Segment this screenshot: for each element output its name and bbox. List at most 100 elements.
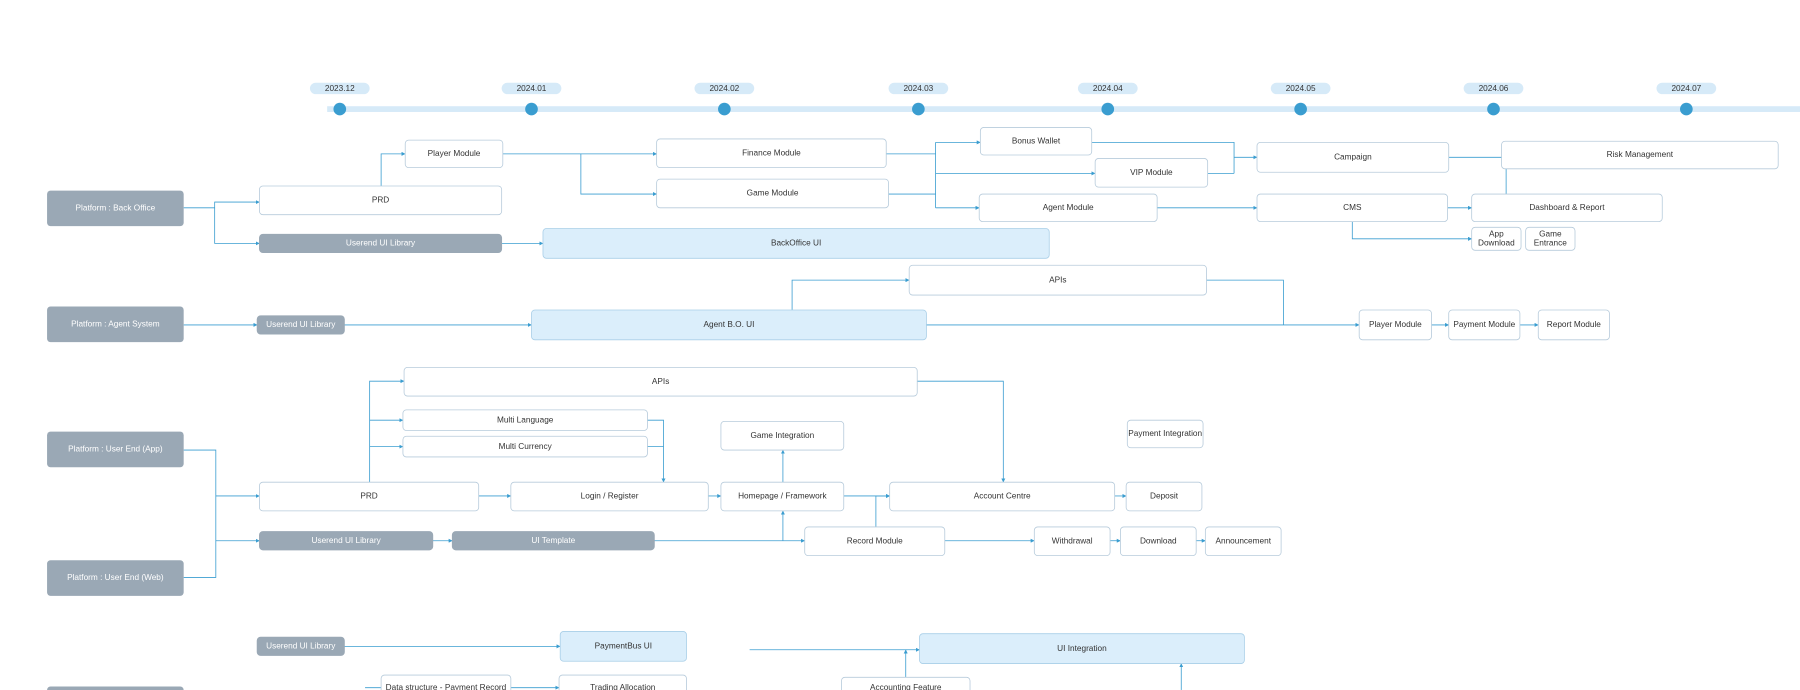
node-box (259, 481, 480, 512)
node-box (1537, 309, 1610, 341)
platform-box (47, 560, 184, 596)
node-box (889, 481, 1116, 512)
node-box (656, 138, 887, 169)
node-box (380, 674, 512, 690)
date-pill (1077, 82, 1138, 95)
node-label: Data structure - Payment Record (386, 683, 507, 690)
date-label: 2024.02 (709, 84, 739, 93)
node-box (403, 366, 918, 397)
node-box (1120, 526, 1197, 557)
node-box (259, 233, 503, 253)
node-box (259, 185, 503, 216)
node-box (1204, 526, 1282, 557)
node-label: Download (1478, 239, 1515, 248)
date-label: 2024.03 (903, 84, 933, 93)
milestone-dot (1680, 102, 1693, 116)
date-pill (309, 82, 370, 95)
date-pill (694, 82, 755, 95)
milestone-dot (1487, 102, 1500, 116)
timeline-bar (327, 106, 1800, 112)
node-label: Homepage / Framework (738, 492, 827, 501)
node-box (1256, 193, 1448, 222)
node-label: Bonus Wallet (1012, 136, 1061, 145)
connector (1206, 279, 1284, 325)
node-label: Finance Module (742, 148, 801, 157)
node-label: Withdrawal (1052, 536, 1093, 545)
connector (791, 278, 910, 310)
node-label: Login / Register (581, 492, 639, 501)
node-label: Player Module (1369, 320, 1422, 329)
node-box (510, 481, 709, 512)
date-label: 2023.12 (325, 84, 355, 93)
platform-label: Platform : Agent System (71, 320, 160, 329)
node-box (402, 435, 648, 458)
connector (183, 200, 260, 209)
node-box (804, 526, 946, 557)
node-box (559, 631, 687, 662)
node-label: Userend UI Library (311, 536, 381, 545)
node-box (841, 676, 971, 690)
node-label: Payment Module (1453, 320, 1515, 329)
date-pill (1656, 82, 1717, 95)
node-label: Report Module (1547, 320, 1602, 329)
node-label: APIs (1049, 275, 1066, 284)
node-label: Accounting Feature (870, 683, 942, 690)
node-box (451, 531, 655, 551)
node-box (919, 633, 1245, 664)
node-label: UI Template (531, 536, 575, 545)
milestone-dot (333, 102, 347, 116)
node-label: PaymentBus UI (595, 642, 652, 651)
connector (580, 153, 657, 197)
node-label: Download (1140, 536, 1177, 545)
date-pill (888, 82, 949, 95)
node-box (1358, 309, 1432, 341)
date-label: 2024.06 (1479, 84, 1509, 93)
node-box (1256, 141, 1450, 173)
node-label: Entrance (1534, 239, 1567, 248)
node-box (1126, 419, 1204, 449)
date-label: 2024.07 (1671, 84, 1701, 93)
node-box (979, 127, 1093, 156)
node-box (542, 228, 1050, 259)
node-box (531, 309, 927, 341)
milestone-dot (912, 102, 925, 116)
node-box (720, 481, 845, 512)
node-label: Player Module (428, 149, 481, 158)
platform-label: Platform : Back Office (76, 204, 156, 213)
node-box (558, 674, 687, 690)
node-label: BackOffice UI (771, 239, 821, 248)
connector (1091, 141, 1235, 174)
node-box (402, 409, 648, 431)
node-label: Game Integration (750, 431, 814, 440)
date-pill (1270, 82, 1331, 95)
platform-box (47, 306, 184, 343)
node-label: PRD (372, 196, 389, 205)
date-label: 2024.01 (517, 84, 547, 93)
node-box (404, 139, 504, 169)
node-label: Userend UI Library (346, 239, 416, 248)
node-label: Record Module (847, 536, 903, 545)
platform-box (47, 431, 184, 468)
milestone-dot (1294, 102, 1307, 116)
platform-box (47, 686, 184, 690)
node-label: Deposit (1150, 492, 1179, 501)
date-label: 2024.05 (1286, 84, 1316, 93)
node-box (259, 531, 434, 551)
connector (647, 419, 666, 483)
node-box (256, 315, 345, 335)
node-label: Dashboard & Report (1529, 203, 1605, 212)
node-label: VIP Module (1130, 168, 1173, 177)
node-label: Announcement (1215, 536, 1271, 545)
node-box (978, 193, 1158, 222)
node-label: Agent Module (1043, 203, 1094, 212)
node-label: Campaign (1334, 152, 1372, 161)
node-label: Game (1539, 229, 1562, 238)
milestone-dot (525, 102, 538, 116)
node-box (1033, 526, 1111, 557)
date-label: 2024.04 (1093, 84, 1123, 93)
connector (369, 379, 405, 483)
node-box (1501, 140, 1779, 170)
node-label: Multi Language (497, 415, 554, 424)
